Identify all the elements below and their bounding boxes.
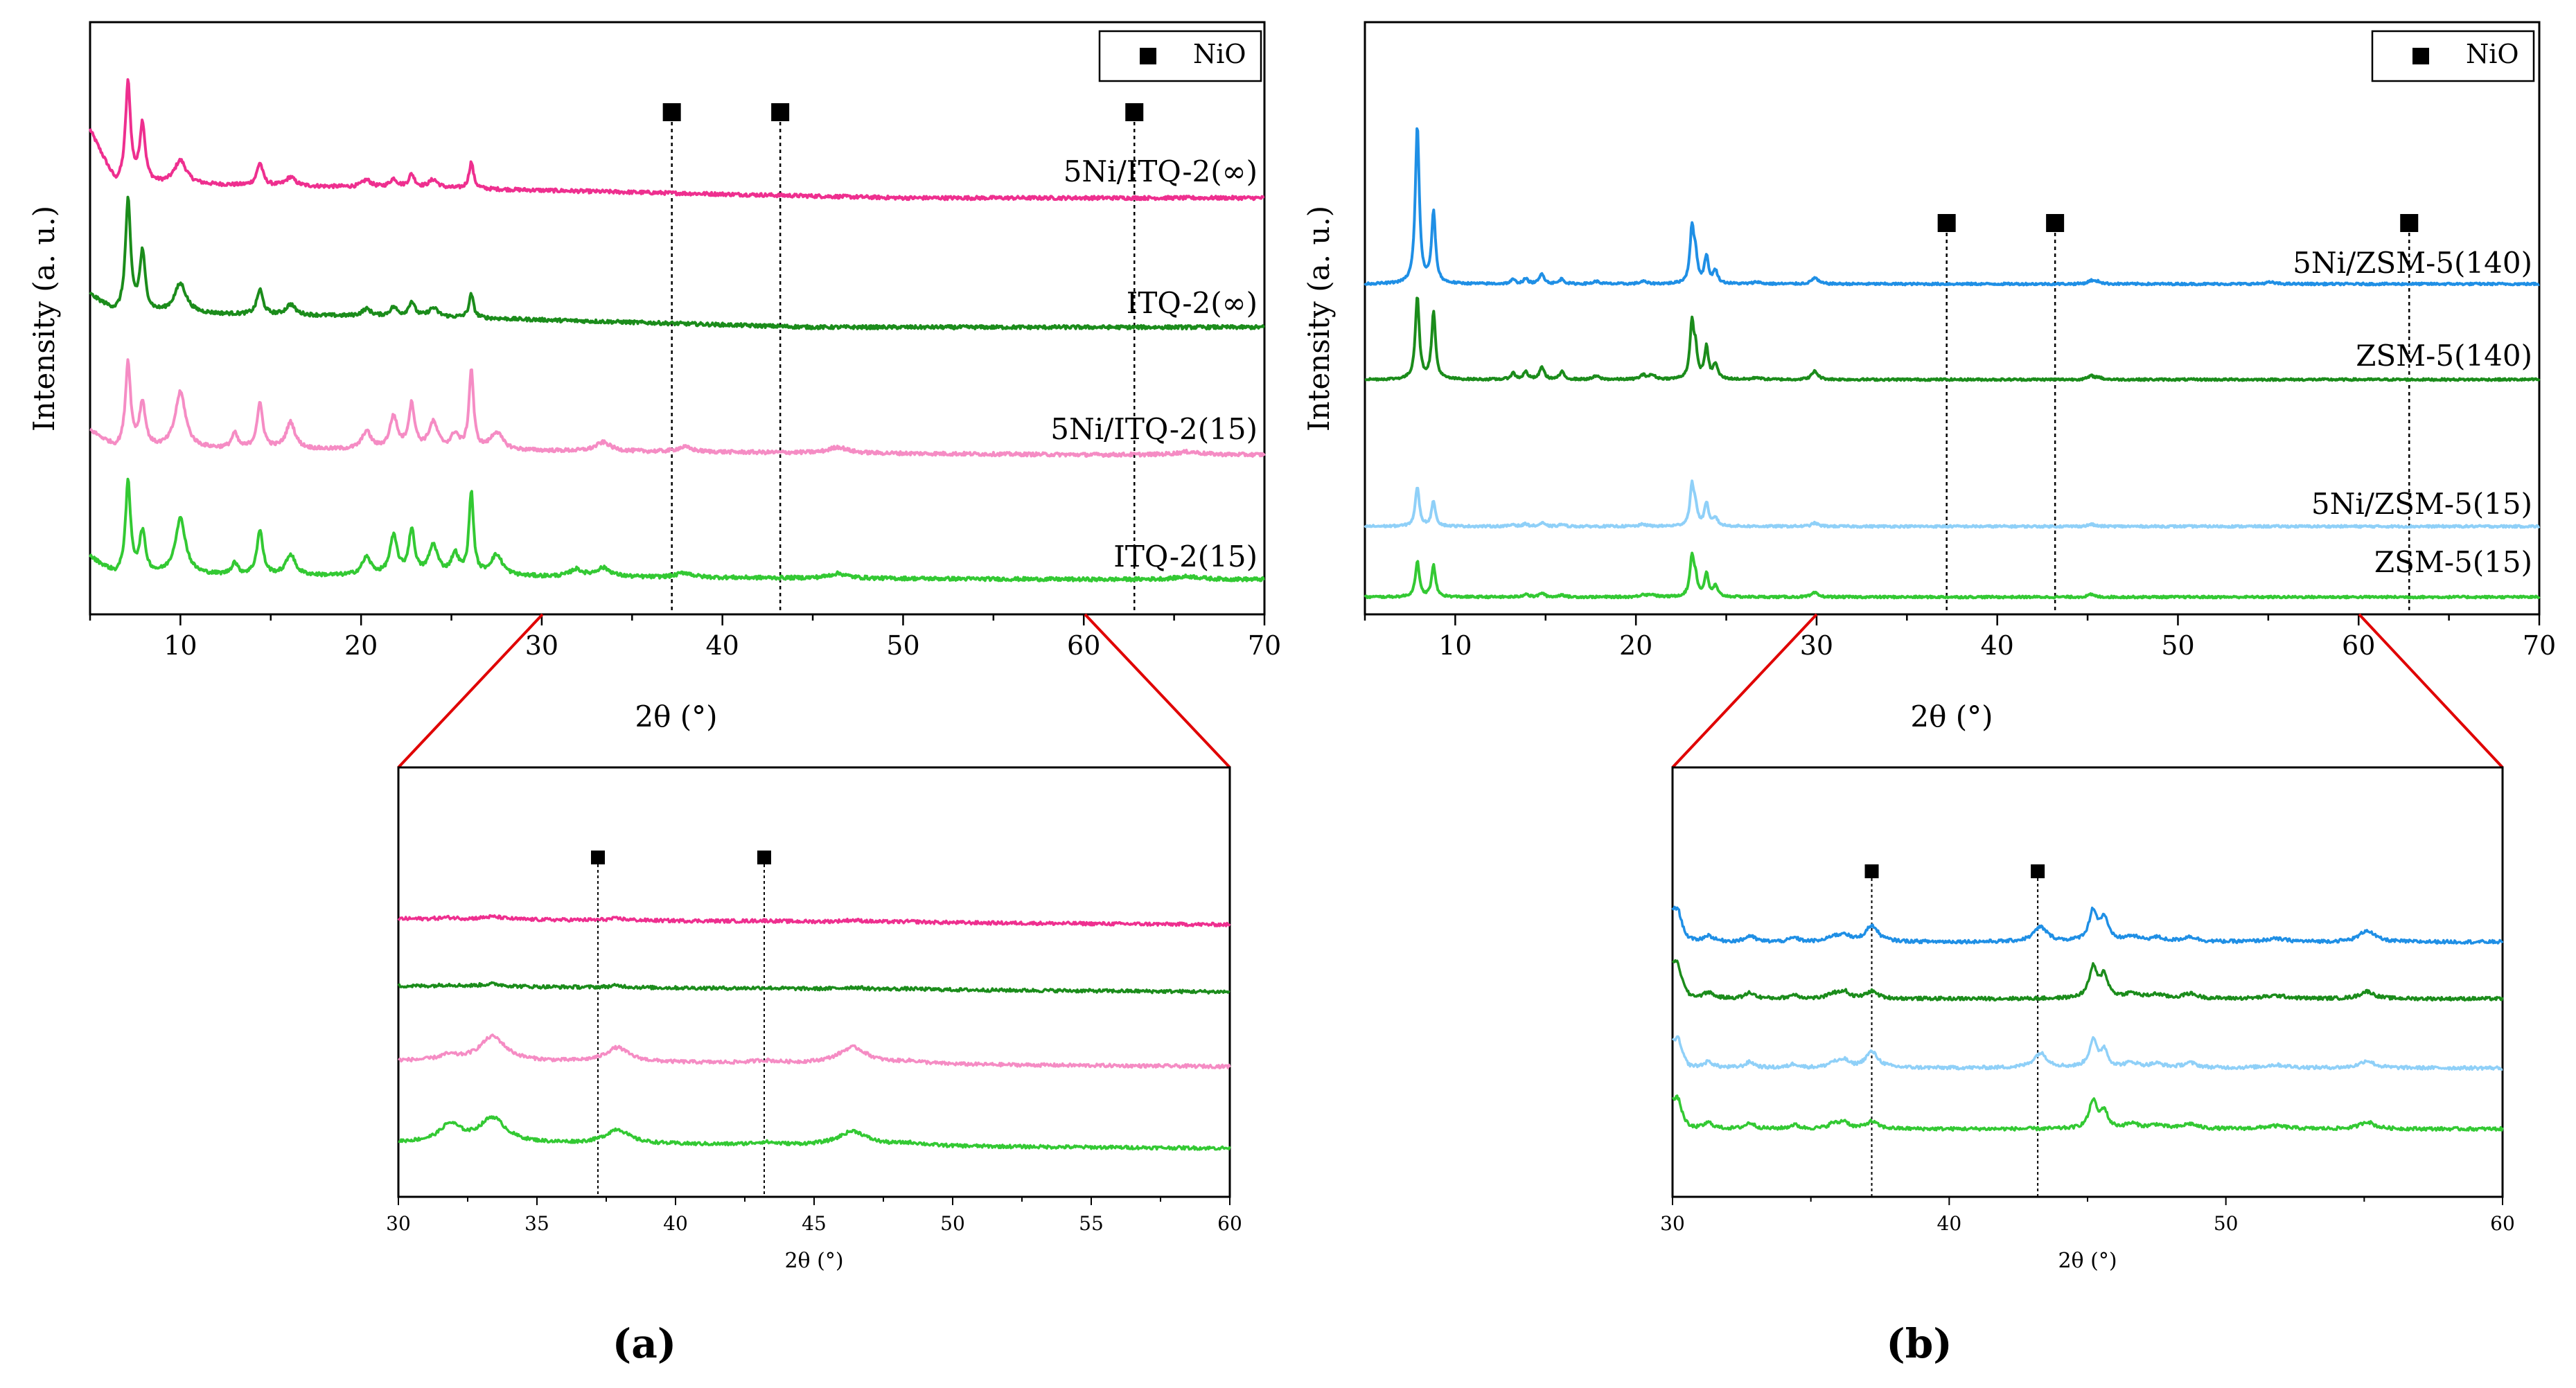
inset-nio-marker [591,851,605,864]
x-tick-label: 20 [344,630,378,661]
inset-nio-marker [2031,864,2045,878]
series-label: 5Ni/ITQ-2(15) [1050,412,1258,446]
panel-b-legend-box [2371,30,2535,82]
series-line-5ni-zsm-5-140- [1364,127,2540,287]
panel-a-label: (a) [612,1320,676,1367]
panel-b-zoom-line-left [1671,613,1818,769]
inset-x-tick-label: 30 [386,1212,411,1235]
series-line-itq-2-15- [89,477,1265,582]
panel-a-zoom-line-right [1084,613,1231,769]
panel-a-inset-series [397,914,1231,1151]
panel-a: 5Ni/ITQ-2(∞) ITQ-2(∞) 5Ni/ITQ-2(15) ITQ-2(1… [27,21,1281,1367]
series-line-5ni-zsm-5-15- [1364,479,2541,529]
panel-a-nio-markers [662,103,1144,614]
series-label: ITQ-2(15) [1113,540,1258,573]
x-tick-label: 40 [706,630,739,661]
inset-x-tick-label: 40 [663,1212,688,1235]
panel-b-inset-x-ticks: 30 40 50 60 [1660,1197,2515,1235]
panel-b-series [1364,127,2541,600]
x-tick-label: 60 [2342,630,2375,661]
nio-marker [1937,214,1956,232]
panel-b-label: (b) [1886,1320,1952,1367]
panel-a-x-ticks: 10 20 30 40 50 60 70 [89,614,1281,661]
panel-b-nio-markers [1937,214,2419,614]
inset-series-line-5ni-zsm-5-140- [1671,905,2504,945]
panel-a-zoom-line-left [397,613,544,769]
inset-x-tick-label: 55 [1079,1212,1104,1235]
panel-b-legend-label: NiO [2466,39,2519,69]
inset-nio-marker [757,851,771,864]
inset-series-line-5ni-zsm-5-15- [1671,1035,2503,1071]
panel-a-inset-x-axis-label: 2θ (°) [784,1249,843,1273]
panel-a-series [89,78,1266,582]
series-line-zsm-5-140- [1364,296,2541,382]
panel-b-inset-x-axis-label: 2θ (°) [2058,1249,2117,1273]
series-label: ZSM-5(140) [2356,339,2532,373]
panel-b: 5Ni/ZSM-5(140) ZSM-5(140) 5Ni/ZSM-5(15) ZSM… [1302,21,2556,1367]
panel-b-inset-series [1671,905,2504,1132]
inset-series-line-zsm-5-15- [1672,1094,2504,1132]
panel-b-plot-frame [1364,21,2541,616]
nio-marker [2046,214,2065,232]
inset-x-tick-label: 35 [524,1212,549,1235]
inset-x-tick-label: 30 [1660,1212,1685,1235]
panel-b-zoom-line-right [2358,613,2504,769]
inset-series-line-5ni-itq-2-15- [398,1033,1231,1069]
x-tick-label: 70 [1248,630,1281,661]
nio-marker [1125,103,1144,121]
nio-marker [662,103,681,121]
inset-x-tick-label: 60 [1217,1212,1242,1235]
panel-a-legend-marker [1140,48,1156,64]
panel-a-inset-frame [397,766,1231,1198]
series-line-5ni-itq-2-15- [89,358,1266,458]
panel-a-inset-x-ticks: 30 35 40 45 50 55 60 [386,1197,1242,1235]
x-tick-label: 10 [164,630,197,661]
series-label: 5Ni/ITQ-2(∞) [1064,154,1258,188]
inset-series-line-5ni-itq-2- [397,914,1231,927]
x-tick-label: 50 [2161,630,2194,661]
panel-a-x-axis-label: 2θ (°) [635,700,717,733]
panel-a-plot-frame [89,21,1266,616]
series-line-5ni-itq-2- [89,78,1265,202]
panel-b-x-ticks: 10 20 30 40 50 60 70 [1364,614,2556,661]
nio-marker [771,103,790,121]
inset-x-tick-label: 50 [2214,1212,2239,1235]
panel-a-y-axis-label: Intensity (a. u.) [27,206,61,431]
x-tick-label: 60 [1067,630,1100,661]
inset-x-tick-label: 60 [2490,1212,2515,1235]
x-tick-label: 20 [1619,630,1652,661]
series-label: ITQ-2(∞) [1127,286,1258,320]
panel-b-inset-nio-markers [1864,864,2045,1197]
series-line-zsm-5-15- [1364,551,2541,600]
panel-a-legend-label: NiO [1193,39,1246,69]
x-tick-label: 30 [525,630,558,661]
panel-a-legend-box [1098,30,1262,82]
series-label: ZSM-5(15) [2374,545,2532,579]
x-tick-label: 50 [886,630,919,661]
panel-b-series-labels: 5Ni/ZSM-5(140) ZSM-5(140) 5Ni/ZSM-5(15) ZSM… [2293,246,2532,579]
x-tick-label: 30 [1800,630,1833,661]
inset-x-tick-label: 45 [802,1212,827,1235]
inset-series-line-itq-2-15- [398,1115,1231,1151]
panel-a-series-labels: 5Ni/ITQ-2(∞) ITQ-2(∞) 5Ni/ITQ-2(15) ITQ-2(1… [1050,154,1258,573]
inset-series-line-zsm-5-140- [1672,959,2504,1002]
series-label: 5Ni/ZSM-5(15) [2311,487,2532,521]
series-line-itq-2- [89,195,1265,330]
inset-x-tick-label: 50 [940,1212,965,1235]
series-label: 5Ni/ZSM-5(140) [2293,246,2532,280]
x-tick-label: 40 [1981,630,2014,661]
inset-nio-marker [1864,864,1879,878]
panel-b-x-axis-label: 2θ (°) [1910,700,1993,733]
x-tick-label: 10 [1438,630,1472,661]
panel-b-legend-marker [2412,48,2429,64]
inset-x-tick-label: 40 [1937,1212,1962,1235]
inset-series-line-itq-2- [397,981,1230,995]
nio-marker [2400,214,2419,232]
x-tick-label: 70 [2523,630,2556,661]
panel-b-y-axis-label: Intensity (a. u.) [1302,206,1336,431]
